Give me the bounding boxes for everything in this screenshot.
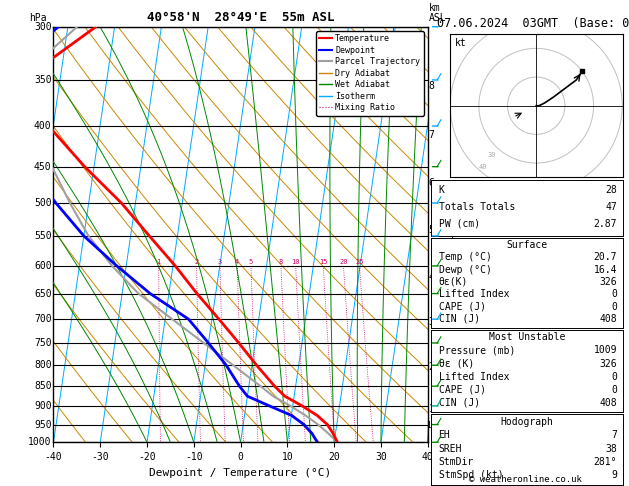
Text: 16.4: 16.4 (593, 265, 617, 275)
Legend: Temperature, Dewpoint, Parcel Trajectory, Dry Adiabat, Wet Adiabat, Isotherm, Mi: Temperature, Dewpoint, Parcel Trajectory… (316, 31, 423, 116)
Text: 408: 408 (599, 314, 617, 324)
Text: CAPE (J): CAPE (J) (438, 385, 486, 395)
Text: 850: 850 (34, 381, 52, 391)
Text: 47: 47 (605, 202, 617, 212)
Text: 281°: 281° (593, 457, 617, 467)
Text: 950: 950 (34, 419, 52, 430)
Text: 500: 500 (34, 198, 52, 208)
Text: θε(K): θε(K) (438, 277, 468, 287)
Text: 550: 550 (34, 231, 52, 241)
Text: 800: 800 (34, 360, 52, 370)
Text: 400: 400 (34, 121, 52, 131)
Text: K: K (438, 185, 445, 195)
Text: 15: 15 (319, 259, 328, 265)
Text: 450: 450 (34, 162, 52, 172)
Text: Pressure (mb): Pressure (mb) (438, 346, 515, 355)
Text: 3: 3 (218, 259, 222, 265)
Text: 326: 326 (599, 277, 617, 287)
Text: 40: 40 (479, 164, 487, 170)
X-axis label: Dewpoint / Temperature (°C): Dewpoint / Temperature (°C) (150, 468, 331, 478)
Text: PW (cm): PW (cm) (438, 219, 480, 229)
Text: 40°58'N  28°49'E  55m ASL: 40°58'N 28°49'E 55m ASL (147, 11, 335, 24)
Text: 2: 2 (194, 259, 199, 265)
Text: 650: 650 (34, 289, 52, 298)
Text: 8: 8 (279, 259, 283, 265)
Text: 700: 700 (34, 314, 52, 324)
Text: Surface: Surface (506, 240, 547, 250)
Text: StmSpd (kt): StmSpd (kt) (438, 470, 503, 480)
Text: StmDir: StmDir (438, 457, 474, 467)
Text: km
ASL: km ASL (428, 2, 446, 22)
Text: 4: 4 (428, 272, 435, 282)
Text: 750: 750 (34, 338, 52, 348)
Text: SREH: SREH (438, 444, 462, 453)
Text: 0: 0 (611, 302, 617, 312)
Text: CIN (J): CIN (J) (438, 398, 480, 408)
Text: 1: 1 (428, 404, 435, 414)
Text: 25: 25 (355, 259, 364, 265)
Text: 07.06.2024  03GMT  (Base: 00): 07.06.2024 03GMT (Base: 00) (437, 17, 629, 30)
Text: 28: 28 (605, 185, 617, 195)
Text: Totals Totals: Totals Totals (438, 202, 515, 212)
Text: © weatheronline.co.uk: © weatheronline.co.uk (469, 474, 582, 484)
Text: 326: 326 (599, 359, 617, 368)
Text: Temp (°C): Temp (°C) (438, 252, 491, 262)
Text: 350: 350 (34, 75, 52, 85)
Text: 2.87: 2.87 (593, 219, 617, 229)
Text: 2: 2 (428, 363, 435, 372)
Text: 10: 10 (291, 259, 300, 265)
Text: CIN (J): CIN (J) (438, 314, 480, 324)
Text: 30: 30 (487, 152, 496, 158)
Text: 7: 7 (428, 130, 435, 140)
Text: 6: 6 (428, 178, 435, 188)
Text: 5: 5 (249, 259, 253, 265)
Text: 38: 38 (605, 444, 617, 453)
Text: 7: 7 (611, 430, 617, 440)
Text: EH: EH (438, 430, 450, 440)
Text: 300: 300 (34, 22, 52, 32)
Text: kt: kt (455, 38, 467, 48)
Text: θε (K): θε (K) (438, 359, 474, 368)
Text: Hodograph: Hodograph (500, 417, 554, 427)
Text: 20: 20 (339, 259, 348, 265)
Text: 408: 408 (599, 398, 617, 408)
Text: 4: 4 (235, 259, 240, 265)
Text: Most Unstable: Most Unstable (489, 332, 565, 342)
Text: 600: 600 (34, 261, 52, 271)
Text: 1: 1 (157, 259, 161, 265)
Text: 3: 3 (428, 317, 435, 327)
Text: Lifted Index: Lifted Index (438, 372, 509, 382)
Text: CAPE (J): CAPE (J) (438, 302, 486, 312)
Text: 8: 8 (428, 81, 435, 91)
Text: Dewp (°C): Dewp (°C) (438, 265, 491, 275)
Text: 1000: 1000 (28, 437, 52, 447)
Text: Lifted Index: Lifted Index (438, 289, 509, 299)
Text: 5: 5 (428, 225, 435, 235)
Text: hPa: hPa (29, 13, 47, 22)
Text: 900: 900 (34, 401, 52, 411)
Text: 0: 0 (611, 289, 617, 299)
Text: 1009: 1009 (593, 346, 617, 355)
Text: LCL: LCL (428, 421, 445, 430)
Text: 0: 0 (611, 372, 617, 382)
Text: 9: 9 (611, 470, 617, 480)
Text: Mixing Ratio (g/kg): Mixing Ratio (g/kg) (451, 183, 460, 286)
Text: 20.7: 20.7 (593, 252, 617, 262)
Text: 0: 0 (611, 385, 617, 395)
